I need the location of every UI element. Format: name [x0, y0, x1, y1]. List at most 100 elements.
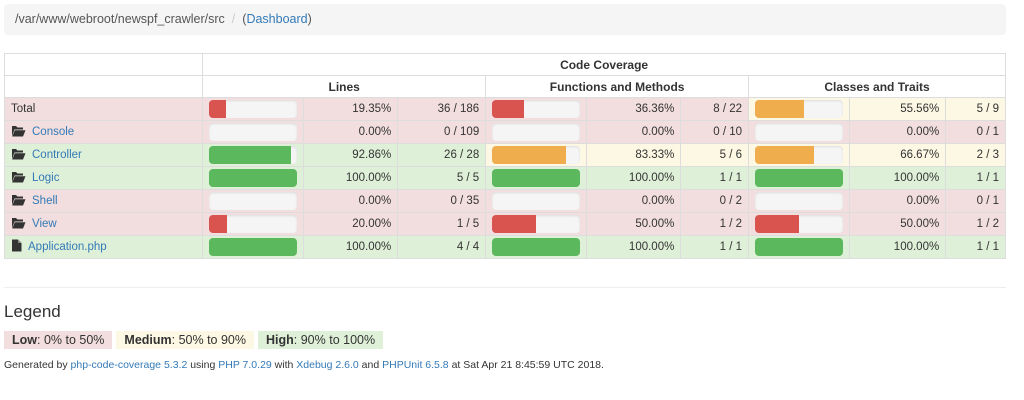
classes-bar-cell — [748, 235, 851, 259]
phpunit-link[interactable]: PHPUnit 6.5.8 — [382, 359, 449, 371]
classes-percent: 100.00% — [849, 166, 947, 190]
progress-fill — [209, 100, 227, 118]
methods-percent: 36.36% — [586, 97, 682, 121]
functions-methods-header: Functions and Methods — [485, 75, 750, 98]
methods-bar-cell — [485, 120, 588, 144]
progress-fill — [209, 169, 298, 187]
lines-header: Lines — [202, 75, 487, 98]
progress-bar — [755, 169, 844, 187]
legend-high-label: High — [266, 333, 294, 347]
lines-count: 36 / 186 — [397, 97, 487, 121]
classes-count: 2 / 3 — [945, 143, 1006, 167]
progress-fill — [492, 169, 581, 187]
methods-percent: 83.33% — [586, 143, 682, 167]
php-link[interactable]: PHP 7.0.29 — [218, 359, 272, 371]
breadcrumb-open-paren: ( — [242, 12, 247, 26]
row-name-link[interactable]: Shell — [32, 194, 58, 207]
progress-fill — [492, 238, 581, 256]
lines-bar-cell — [202, 143, 305, 167]
folder-open-icon — [11, 148, 26, 163]
row-name-link[interactable]: Controller — [32, 148, 82, 161]
progress-bar — [755, 192, 844, 210]
classes-count: 5 / 9 — [945, 97, 1006, 121]
methods-bar-cell — [485, 189, 588, 213]
row-name-cell: Console — [3, 120, 204, 144]
progress-bar — [755, 215, 844, 233]
methods-percent: 0.00% — [586, 120, 682, 144]
lines-percent: 0.00% — [303, 120, 399, 144]
coverage-table: Code Coverage Lines Functions and Method… — [3, 53, 1006, 259]
classes-bar-cell — [748, 212, 851, 236]
folder-open-icon — [11, 125, 26, 140]
footer-prefix: Generated by — [4, 359, 71, 371]
progress-bar — [492, 123, 581, 141]
row-name-link[interactable]: View — [32, 217, 57, 230]
methods-bar-cell — [485, 212, 588, 236]
classes-count: 1 / 2 — [945, 212, 1006, 236]
row-name-cell: Shell — [3, 189, 204, 213]
methods-bar-cell — [485, 97, 588, 121]
classes-traits-header: Classes and Traits — [748, 75, 1006, 98]
classes-percent: 0.00% — [849, 120, 947, 144]
classes-bar-cell — [748, 189, 851, 213]
methods-percent: 50.00% — [586, 212, 682, 236]
php-code-coverage-link[interactable]: php-code-coverage 5.3.2 — [70, 359, 188, 371]
classes-bar-cell — [748, 97, 851, 121]
row-name-cell: Logic — [3, 166, 204, 190]
progress-fill — [209, 215, 227, 233]
file-icon — [11, 239, 22, 255]
footer-using: using — [187, 359, 219, 371]
table-row: Shell 0.00% 0 / 35 0.00% 0 / 2 0.00% 0 / 1 — [3, 189, 1006, 213]
row-name-cell: View — [3, 212, 204, 236]
classes-bar-cell — [748, 166, 851, 190]
xdebug-link[interactable]: Xdebug 2.6.0 — [296, 359, 359, 371]
methods-count: 1 / 2 — [680, 212, 750, 236]
progress-bar — [209, 100, 298, 118]
lines-percent: 92.86% — [303, 143, 399, 167]
legend-medium-range: : 50% to 90% — [171, 333, 246, 347]
progress-fill — [209, 238, 298, 256]
table-row: Controller 92.86% 26 / 28 83.33% 5 / 6 66.67%… — [3, 143, 1006, 167]
lines-count: 26 / 28 — [397, 143, 487, 167]
classes-count: 1 / 1 — [945, 166, 1006, 190]
progress-bar — [492, 169, 581, 187]
methods-bar-cell — [485, 235, 588, 259]
breadcrumb-path: /var/www/webroot/newspf_crawler/src — [15, 12, 225, 26]
classes-percent: 50.00% — [849, 212, 947, 236]
row-name-link[interactable]: Console — [32, 125, 75, 138]
lines-percent: 0.00% — [303, 189, 399, 213]
row-name-cell: Controller — [3, 143, 204, 167]
breadcrumb-close-paren: ) — [307, 12, 312, 26]
classes-count: 0 / 1 — [945, 189, 1006, 213]
row-name-link[interactable]: Logic — [32, 171, 60, 184]
progress-bar — [492, 146, 581, 164]
header-blank-2 — [3, 75, 204, 98]
lines-count: 0 / 35 — [397, 189, 487, 213]
lines-bar-cell — [202, 97, 305, 121]
dashboard-link[interactable]: Dashboard — [246, 12, 308, 26]
progress-fill — [492, 100, 525, 118]
lines-count: 0 / 109 — [397, 120, 487, 144]
footer-suffix: at Sat Apr 21 8:45:59 UTC 2018. — [448, 359, 604, 371]
progress-fill — [492, 146, 566, 164]
row-name-link[interactable]: Application.php — [28, 241, 107, 253]
footer-with: with — [271, 359, 297, 371]
methods-count: 1 / 1 — [680, 166, 750, 190]
divider — [4, 287, 1006, 288]
methods-count: 5 / 6 — [680, 143, 750, 167]
table-row: Logic 100.00% 5 / 5 100.00% 1 / 1 100.00% 1 / … — [3, 166, 1006, 190]
methods-count: 0 / 2 — [680, 189, 750, 213]
lines-bar-cell — [202, 166, 305, 190]
progress-bar — [492, 192, 581, 210]
table-row: Total 19.35% 36 / 186 36.36% 8 / 22 55.56% 5 /… — [3, 97, 1006, 121]
row-name-label: Total — [11, 103, 36, 115]
progress-bar — [209, 192, 298, 210]
legend-low: Low: 0% to 50% — [4, 331, 113, 349]
folder-open-icon — [11, 217, 26, 232]
legend-medium: Medium: 50% to 90% — [116, 331, 254, 349]
progress-bar — [209, 238, 298, 256]
header-blank — [3, 53, 204, 76]
progress-bar — [755, 100, 844, 118]
classes-percent: 55.56% — [849, 97, 947, 121]
progress-fill — [755, 215, 800, 233]
